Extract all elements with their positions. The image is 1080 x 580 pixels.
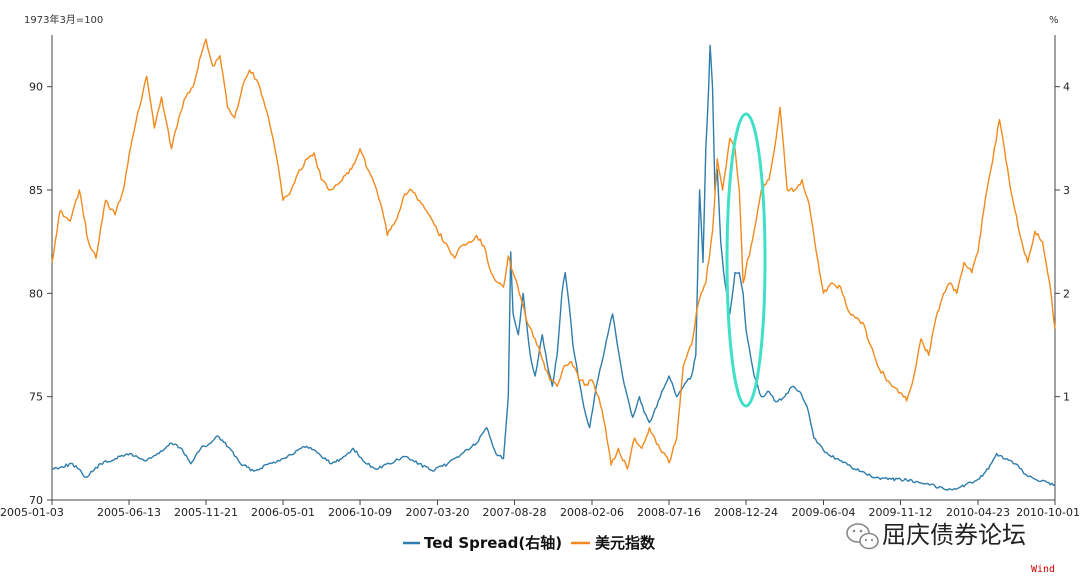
right-y-tick-label: 4 [1063,81,1070,94]
ted-spread-line [51,44,1056,491]
left-y-tick-label: 90 [29,81,43,94]
left-y-tick-label: 85 [29,184,43,197]
wechat-icon [846,523,879,550]
x-tick-label: 2010-04-23 [946,506,1010,519]
x-tick-label: 2009-06-04 [792,506,856,519]
highlight-ellipse [725,112,767,408]
x-tick-label: 2005-01-03 [0,506,64,519]
x-tick-label: 2008-07-16 [637,506,701,519]
series-layer [51,38,1056,491]
x-tick-label: 2007-08-28 [483,506,547,519]
right-y-tick-label: 1 [1063,391,1070,404]
x-ticks: 2005-01-03 2005-06-13 2005-11-21 2006-05-01… [0,500,1080,519]
axes [51,35,1056,501]
legend: Ted Spread(右轴) 美元指数 [403,534,656,552]
right-axis-unit-label: % [1049,15,1059,26]
left-y-ticks: 70 75 80 85 90 [29,81,52,507]
legend-label-ted-spread: Ted Spread(右轴) [424,534,562,552]
x-tick-label: 2005-11-21 [174,506,238,519]
source-label: Wind [1031,564,1055,575]
legend-label-usd-index: 美元指数 [595,534,656,552]
x-tick-label: 2008-12-24 [714,506,778,519]
x-tick-label: 2008-02-06 [560,506,624,519]
x-tick-label: 2006-10-09 [328,506,392,519]
x-tick-label: 2010-10-01 [1016,506,1080,519]
x-tick-label: 2006-05-01 [251,506,315,519]
left-y-tick-label: 70 [29,494,43,507]
right-y-tick-label: 2 [1063,287,1070,300]
watermark: 屈庆债券论坛 [846,521,1026,550]
left-y-tick-label: 80 [29,287,43,300]
x-tick-label: 2007-03-20 [406,506,470,519]
right-y-ticks: 1 2 3 4 [1055,81,1070,404]
usd-index-line [51,38,1056,470]
x-tick-label: 2009-11-12 [869,506,933,519]
x-tick-label: 2005-06-13 [97,506,161,519]
annotation-layer [725,112,767,408]
right-y-tick-label: 3 [1063,184,1070,197]
left-axis-unit-label: 1973年3月=100 [24,13,103,26]
left-y-tick-label: 75 [29,391,43,404]
watermark-text: 屈庆债券论坛 [882,521,1026,549]
